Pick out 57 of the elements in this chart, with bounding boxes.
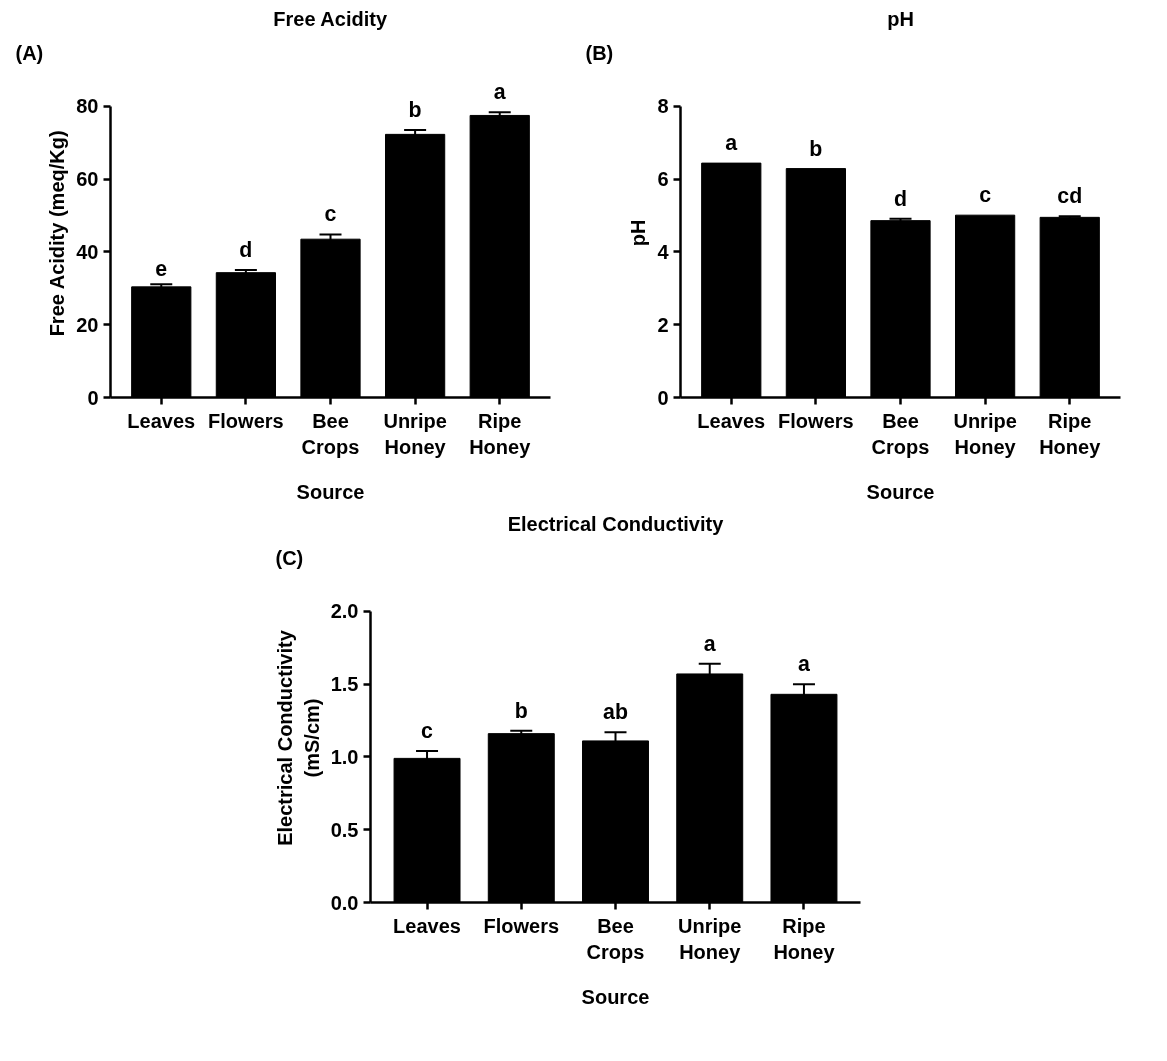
- x-axis-title: Source: [866, 480, 935, 503]
- y-tick-label: 0.5: [330, 818, 359, 841]
- x-axis-title: Source: [581, 985, 650, 1008]
- annotation: a: [725, 131, 738, 156]
- chart-title: Electrical Conductivity: [507, 512, 725, 535]
- annotation: b: [809, 136, 823, 161]
- x-tick-label: Flowers: [778, 409, 854, 432]
- annotation: cd: [1057, 184, 1083, 209]
- y-tick-label: 80: [76, 95, 99, 118]
- x-axis-title: Source: [296, 480, 365, 503]
- y-tick-label: 0: [657, 386, 669, 409]
- y-tick-label: 1.5: [330, 673, 359, 696]
- annotation: c: [979, 183, 992, 208]
- y-tick-label: 8: [657, 95, 669, 118]
- y-axis-title: Free Acidity (meq/Kg): [46, 130, 69, 337]
- x-tick-label: Leaves: [697, 409, 766, 432]
- annotation: a: [703, 631, 716, 656]
- annotation: c: [421, 719, 434, 744]
- annotation: ab: [603, 700, 628, 725]
- y-tick-label: 0.0: [330, 891, 359, 914]
- text: a: [493, 80, 506, 105]
- annotation: d: [893, 186, 908, 211]
- y-tick-label: 20: [76, 313, 99, 336]
- y-tick-label: 40: [76, 240, 99, 263]
- y-tick-label: 4: [657, 240, 670, 263]
- x-tick-label: Ripe Honey: [469, 409, 532, 458]
- chart-title: pH: [887, 7, 914, 30]
- annotation: d: [239, 238, 253, 263]
- x-tick-label: Flowers: [208, 409, 284, 432]
- x-tick-label: Leaves: [127, 409, 196, 432]
- y-tick-label: 6: [657, 168, 669, 191]
- x-tick-label: Flowers: [483, 914, 560, 937]
- x-tick-label: Ripe Honey: [1039, 409, 1102, 458]
- x-tick-label: Unripe Honey: [678, 914, 742, 963]
- annotation: e: [155, 257, 168, 282]
- y-tick-label: 2: [657, 313, 669, 336]
- x-tick-label: Bee Crops: [301, 409, 360, 458]
- annotation: a: [798, 652, 811, 677]
- x-tick-label: Bee Crops: [586, 914, 645, 963]
- y-axis-title: pH: [627, 219, 650, 247]
- chart-title: Free Acidity: [273, 7, 388, 30]
- text: (B): [585, 41, 614, 64]
- text: (C): [275, 546, 304, 569]
- x-tick-label: Unripe Honey: [383, 409, 447, 458]
- annotation: b: [514, 698, 528, 723]
- x-tick-label: Bee Crops: [871, 409, 930, 458]
- y-tick-label: 60: [76, 168, 99, 191]
- x-tick-label: Unripe Honey: [953, 409, 1017, 458]
- y-tick-label: 0: [87, 386, 99, 409]
- x-tick-label: Leaves: [393, 914, 461, 937]
- y-tick-label: 1.0: [330, 745, 359, 768]
- x-tick-label: Ripe Honey: [773, 914, 836, 963]
- y-axis-title: Electrical Conductivity (mS/cm): [274, 629, 323, 846]
- text: (A): [15, 41, 44, 64]
- annotation: c: [324, 202, 337, 227]
- annotation: b: [408, 98, 422, 123]
- y-tick-label: 2.0: [330, 600, 359, 623]
